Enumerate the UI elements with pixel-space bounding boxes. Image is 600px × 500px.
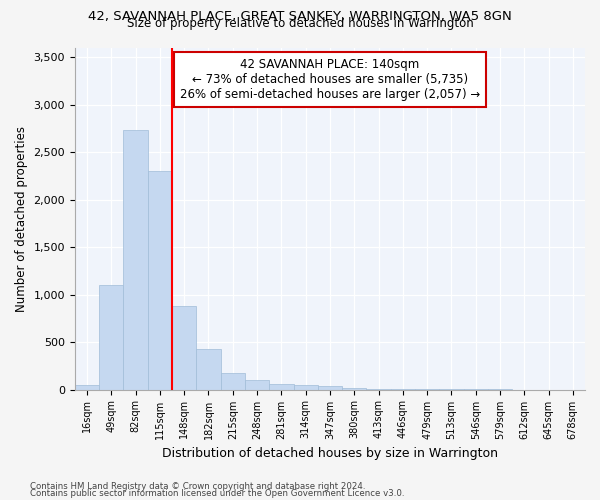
Bar <box>221 373 245 390</box>
Bar <box>293 385 318 390</box>
Bar <box>148 171 172 390</box>
Text: Size of property relative to detached houses in Warrington: Size of property relative to detached ho… <box>127 18 473 30</box>
Bar <box>172 306 196 390</box>
Bar <box>99 285 124 390</box>
Y-axis label: Number of detached properties: Number of detached properties <box>15 126 28 312</box>
Bar <box>196 348 221 390</box>
Bar <box>245 380 269 390</box>
Bar <box>269 384 293 390</box>
Bar <box>75 385 99 390</box>
Text: 42 SAVANNAH PLACE: 140sqm
← 73% of detached houses are smaller (5,735)
26% of se: 42 SAVANNAH PLACE: 140sqm ← 73% of detac… <box>180 58 480 101</box>
Bar <box>124 130 148 390</box>
Bar <box>318 386 342 390</box>
Text: 42, SAVANNAH PLACE, GREAT SANKEY, WARRINGTON, WA5 8GN: 42, SAVANNAH PLACE, GREAT SANKEY, WARRIN… <box>88 10 512 23</box>
Bar <box>367 388 391 390</box>
Text: Contains HM Land Registry data © Crown copyright and database right 2024.: Contains HM Land Registry data © Crown c… <box>30 482 365 491</box>
Bar <box>342 388 367 390</box>
X-axis label: Distribution of detached houses by size in Warrington: Distribution of detached houses by size … <box>162 447 498 460</box>
Text: Contains public sector information licensed under the Open Government Licence v3: Contains public sector information licen… <box>30 489 404 498</box>
